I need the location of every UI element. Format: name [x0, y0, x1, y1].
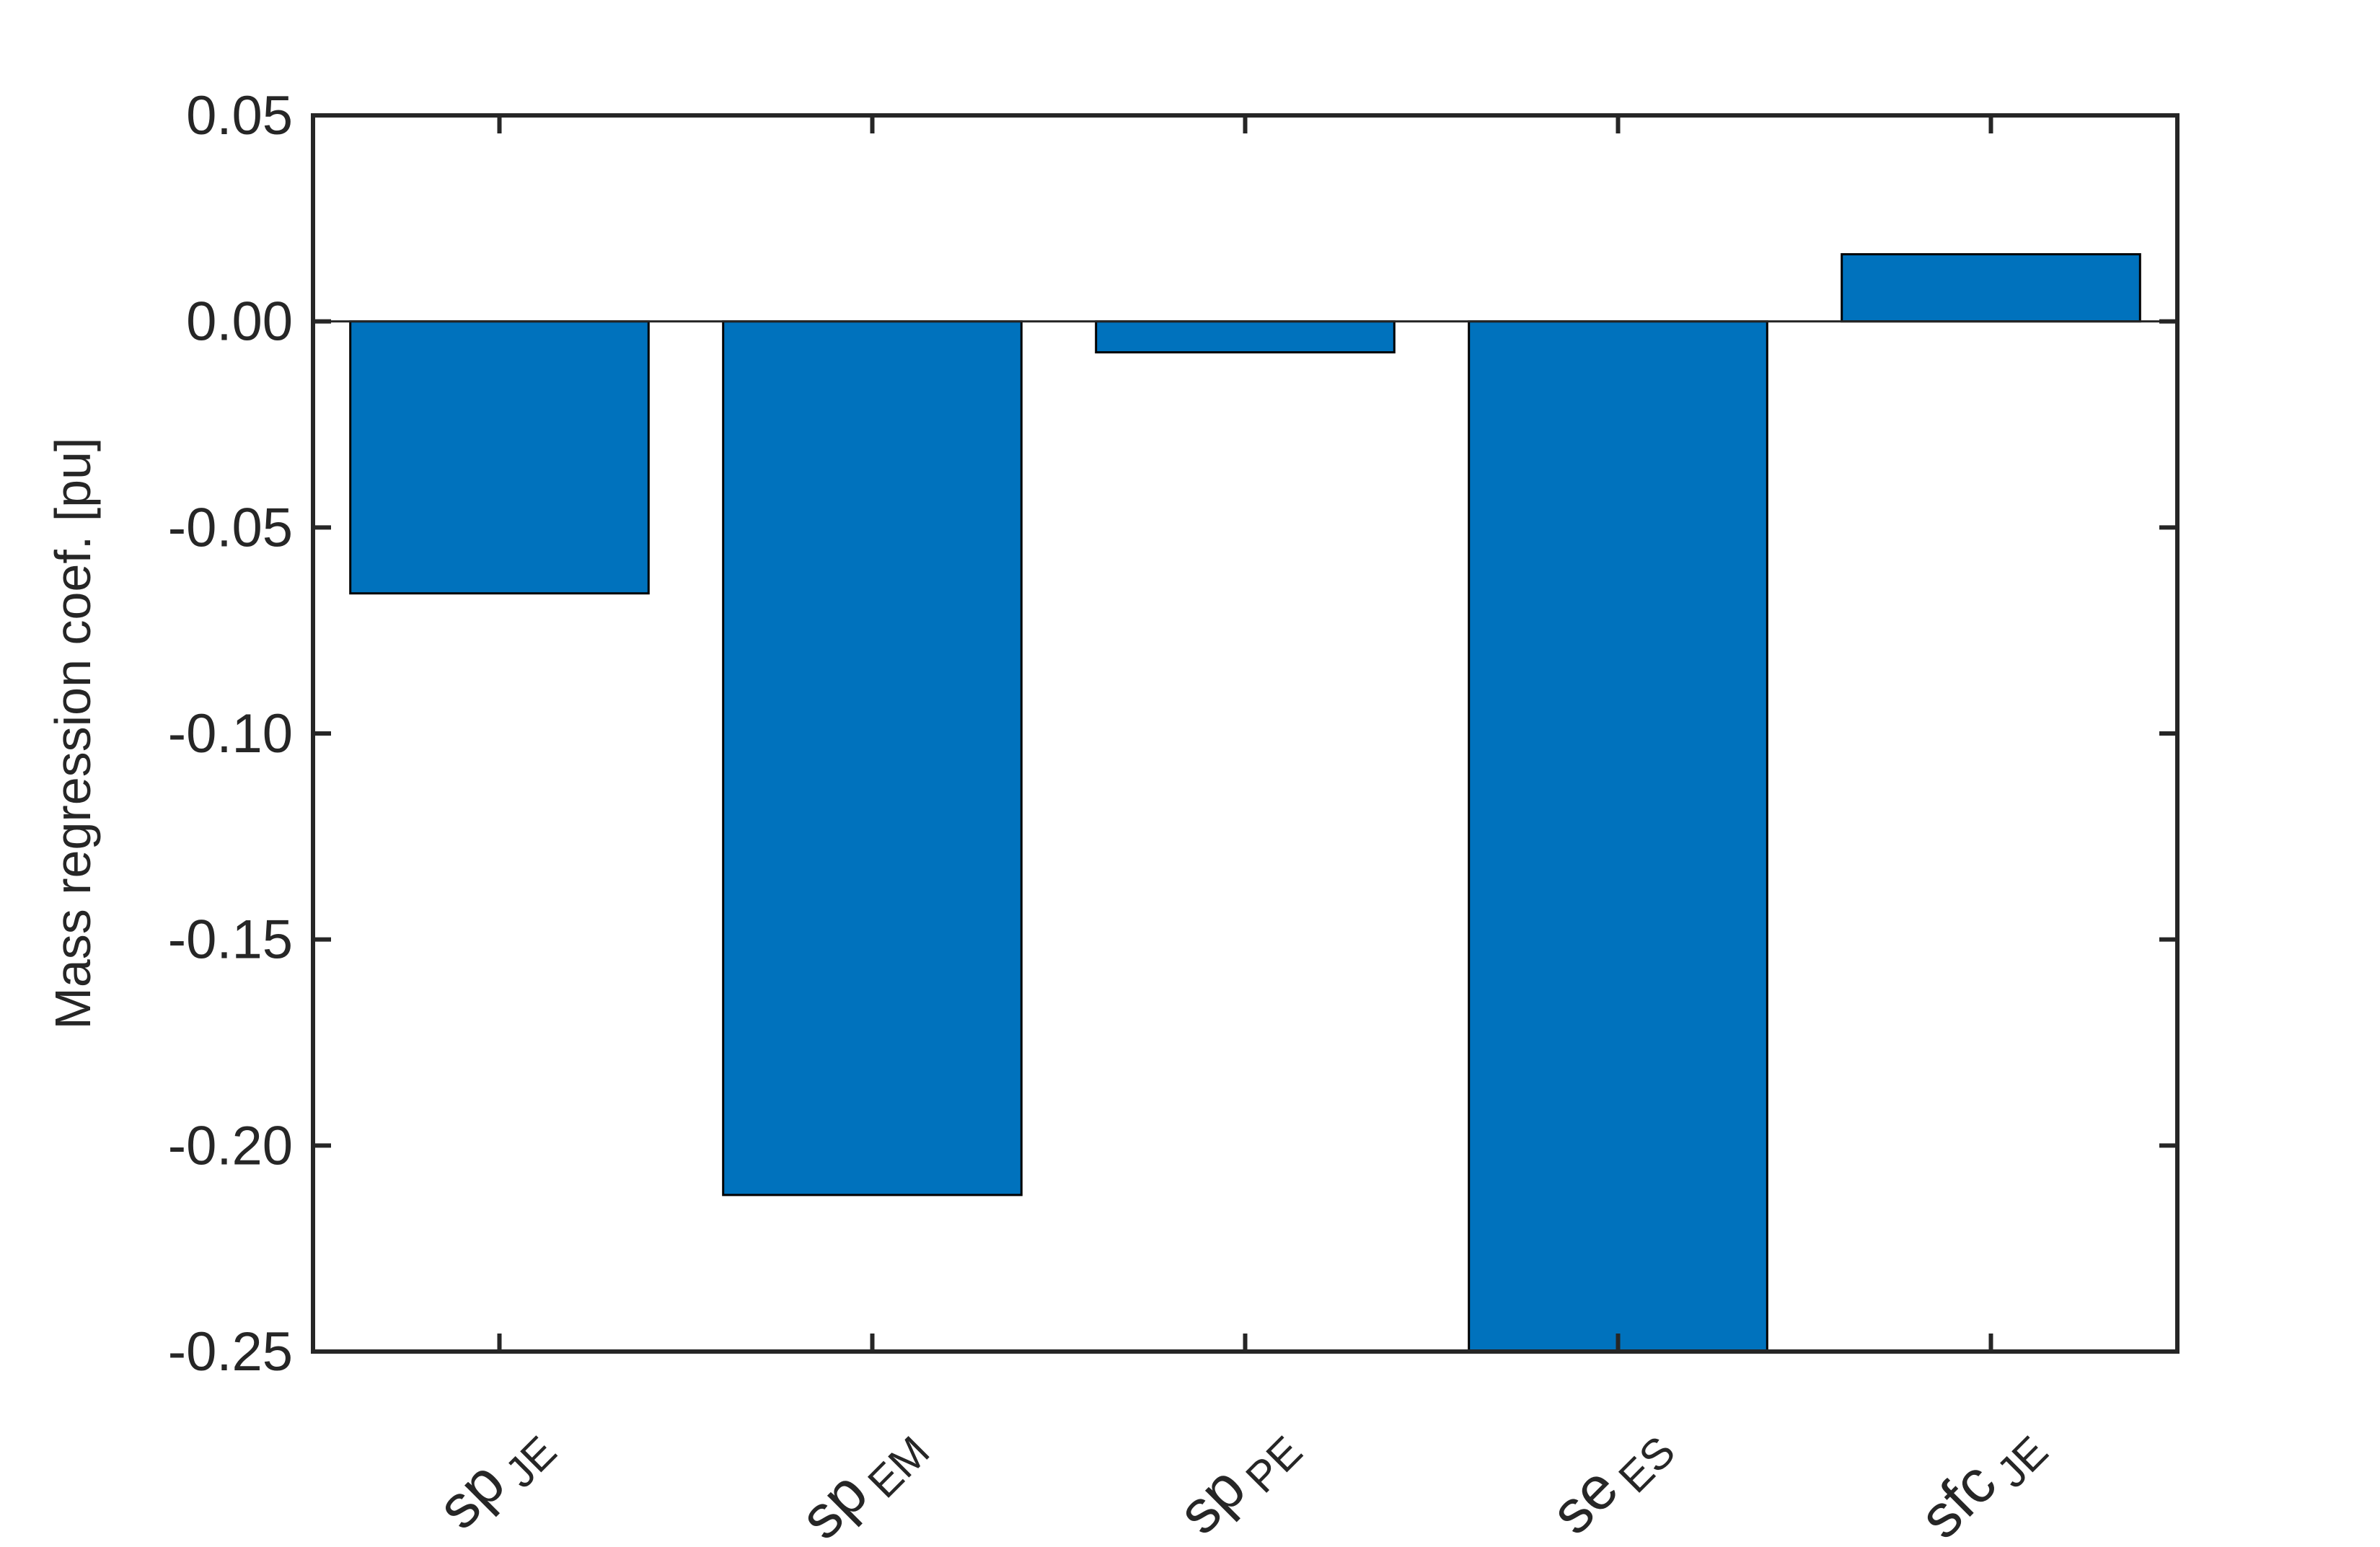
x-tick-labels: spJE spEM spPE seES sfcJE	[424, 1406, 2058, 1547]
bar-sp-PE	[1095, 320, 1396, 354]
bar-sp-EM	[722, 320, 1023, 1196]
bars-group	[349, 253, 2141, 1353]
y-tick-label: -0.20	[168, 1115, 293, 1176]
x-tick-label: sfcJE	[1906, 1406, 2058, 1547]
x-tick-label: spJE	[424, 1406, 565, 1547]
y-tick-label: -0.25	[168, 1321, 293, 1383]
y-tick-label: -0.10	[168, 703, 293, 764]
x-tick-label: seES	[1538, 1406, 1684, 1547]
y-tick-labels: 0.05 0.00 -0.05 -0.10 -0.15 -0.20 -0.25	[168, 85, 293, 1383]
x-tick-label-subscript: EM	[858, 1427, 938, 1507]
bar-sfc-JE	[1841, 253, 2141, 323]
y-tick-label: 0.00	[186, 291, 293, 353]
bar-sp-JE	[349, 320, 650, 595]
bar-se-ES	[1468, 320, 1768, 1353]
x-tick-label-subscript: PE	[1236, 1427, 1311, 1502]
x-tick-label-subscript: ES	[1609, 1427, 1684, 1502]
y-axis-label: Mass regression coef. [pu]	[45, 438, 101, 1030]
x-tick-label: spPE	[1165, 1406, 1311, 1547]
y-tick-label: 0.05	[186, 85, 293, 146]
y-tick-label: -0.05	[168, 497, 293, 558]
axes-box	[311, 113, 2180, 1354]
y-tick-label: -0.15	[168, 909, 293, 971]
x-tick-label: spEM	[787, 1406, 939, 1547]
